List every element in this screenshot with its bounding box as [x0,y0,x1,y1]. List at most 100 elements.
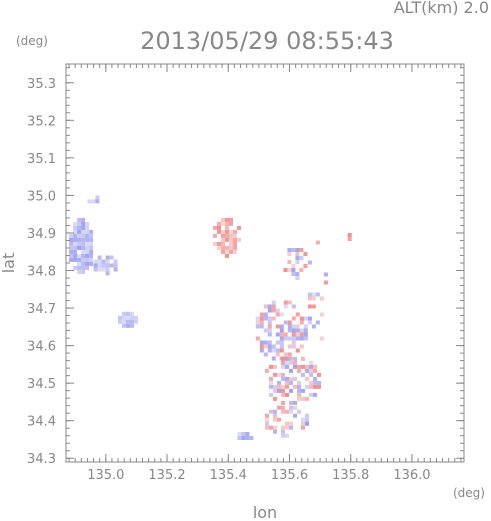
echo-cell [293,376,297,381]
echo-cell [287,268,292,272]
echo-cell [89,237,94,242]
echo-cell [263,352,268,357]
echo-cell [293,405,297,410]
echo-cell [281,405,285,410]
echo-cell [293,400,297,405]
echo-cell [255,336,260,341]
echo-cell [241,436,246,440]
echo-cell [217,229,221,234]
echo-cell [271,356,276,361]
echo-cell [213,241,217,246]
echo-cell [275,312,280,317]
echo-cell [91,199,96,204]
echo-cell [295,256,300,260]
echo-cell [271,348,276,353]
echo-cell [221,237,225,242]
echo-cell [245,436,250,440]
echo-cell [289,425,293,430]
echo-cell [221,217,225,222]
echo-cell [293,364,297,369]
echo-cell [283,268,288,272]
echo-cell [97,267,102,272]
echo-cell [301,421,305,426]
echo-cell [307,316,312,321]
echo-region-far-east-spot [347,233,352,241]
echo-cell [69,241,74,246]
echo-cell [81,249,86,254]
echo-cell [297,396,301,401]
echo-cell [281,425,285,430]
altitude-label: ALT(km) 2.0 [394,0,489,17]
echo-region-west-cluster-c [87,195,100,204]
echo-cell [281,392,285,397]
echo-cell [275,352,280,357]
echo-cell [81,261,86,266]
echo-cell [73,221,78,226]
echo-cell [283,352,288,357]
echo-cell [89,257,94,262]
echo-cell [130,319,134,324]
echo-cell [287,300,292,305]
echo-cell [229,237,233,242]
echo-cell [134,315,138,320]
echo-cell [273,429,277,434]
echo-cell [305,421,309,426]
echo-region-south-spot [237,432,254,440]
echo-cell [271,316,276,321]
echo-cell [307,260,312,265]
echo-cell [271,308,276,313]
echo-cell [277,417,281,422]
echo-cell [259,348,264,353]
echo-cell [303,264,308,268]
echo-cell [263,340,268,345]
echo-cell [279,340,284,345]
echo-cell [221,229,225,234]
echo-cell [85,237,90,242]
echo-cell [295,252,300,256]
echo-cell [73,245,78,250]
echo-cell [237,225,241,230]
echo-cell [77,241,82,246]
echo-cell [273,388,277,393]
echo-cell [105,267,110,272]
echo-cell [229,221,233,226]
echo-cell [299,336,304,341]
echo-cell [259,316,264,321]
x-tick-label: 135.8 [332,468,369,483]
echo-cell [73,253,78,258]
y-tick-label: 34.5 [27,377,56,392]
echo-cell [77,261,82,266]
echo-cell [267,324,272,329]
echo-cell [295,328,300,333]
y-tick-label: 35.2 [27,114,56,129]
echo-cell [313,392,317,397]
echo-cell [259,320,264,325]
echo-cell [295,332,300,337]
echo-cell [281,433,285,438]
echo-cell [285,409,289,414]
echo-cell [303,328,308,333]
echo-region-west-cluster-a [69,217,94,274]
echo-cell [73,257,78,262]
echo-cell [97,263,102,268]
echo-cell [109,263,114,268]
echo-cell [297,384,301,389]
echo-region-west-cluster-b [93,255,118,276]
echo-cell [265,368,269,373]
echo-cell [279,312,284,317]
echo-cell [323,280,328,285]
echo-cell [69,257,74,262]
echo-cell [134,319,138,324]
echo-cell [85,249,90,254]
echo-cell [113,267,118,272]
echo-cell [273,364,277,369]
echo-cell [305,384,309,389]
echo-cell [317,384,321,389]
echo-cell [267,348,272,353]
echo-cell [267,340,272,345]
echo-cell [289,376,293,381]
echo-cell [281,384,285,389]
echo-cell [237,436,242,440]
echo-cell [81,253,86,258]
echo-cell [69,237,74,242]
